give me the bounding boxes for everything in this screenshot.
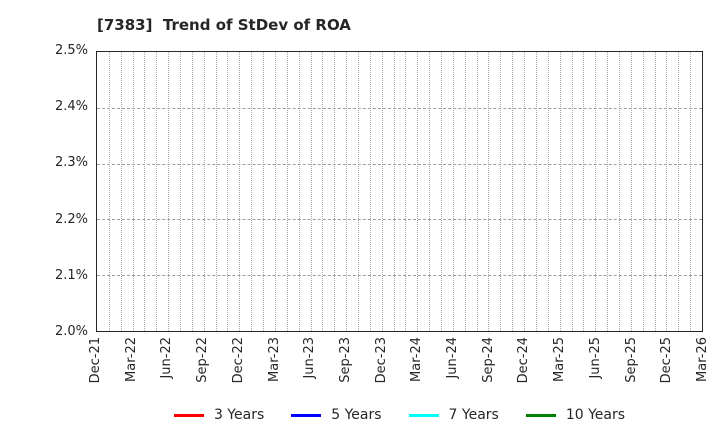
horizontal-gridline [97,219,702,221]
vertical-gridline [524,52,526,331]
x-tick-label: Sep-24 [480,337,496,383]
legend-label: 7 Years [448,407,499,423]
vertical-gridline [690,52,692,331]
legend-line-swatch [408,413,439,417]
legend-item-10-years: 10 Years [525,407,626,423]
vertical-gridline [405,52,407,331]
vertical-gridline [322,52,324,331]
x-tick-label: Dec-22 [230,337,246,384]
x-tick-label: Jun-22 [159,337,175,379]
vertical-gridline [346,52,348,331]
horizontal-gridline [97,275,702,277]
vertical-gridline [429,52,431,331]
y-tick-label: 2.1% [54,267,88,283]
vertical-gridline [559,52,561,331]
vertical-gridline [120,52,122,331]
x-tick-label: Jun-25 [587,337,603,379]
vertical-gridline [215,52,217,331]
vertical-gridline [191,52,193,331]
y-tick-label: 2.5% [54,43,88,58]
vertical-gridline [666,52,668,331]
legend-item-3-years: 3 Years [173,407,265,423]
x-tick-label: Sep-22 [195,337,211,383]
y-tick-label: 2.0% [54,324,88,339]
vertical-gridline [535,52,537,331]
x-tick-label: Mar-23 [266,337,282,382]
vertical-gridline [156,52,158,331]
x-tick-label: Jun-23 [302,337,318,379]
vertical-gridline [334,52,336,331]
vertical-gridline [251,52,253,331]
vertical-gridline [547,52,549,331]
vertical-gridline [452,52,454,331]
legend-label: 5 Years [331,407,382,423]
vertical-gridline [381,52,383,331]
y-tick-label: 2.2% [54,211,88,227]
vertical-gridline [108,52,110,331]
vertical-gridline [571,52,573,331]
vertical-gridline [203,52,205,331]
x-tick-label: Jun-24 [445,337,461,379]
vertical-gridline [618,52,620,331]
x-tick-label: Mar-24 [409,337,425,382]
x-tick-label: Dec-24 [516,337,532,384]
vertical-gridline [180,52,182,331]
vertical-gridline [168,52,170,331]
vertical-gridline [393,52,395,331]
chart-title: [7383] Trend of StDev of ROA [97,16,351,34]
vertical-gridline [595,52,597,331]
vertical-gridline [630,52,632,331]
vertical-gridline [488,52,490,331]
vertical-gridline [607,52,609,331]
x-tick-label: Sep-25 [623,337,639,383]
x-tick-label: Dec-21 [88,337,103,384]
vertical-gridline [357,52,359,331]
horizontal-gridline [97,107,702,109]
vertical-gridline [500,52,502,331]
vertical-gridline [227,52,229,331]
x-tick-label: Dec-23 [373,337,389,384]
vertical-gridline [654,52,656,331]
legend-line-swatch [291,413,322,417]
vertical-gridline [239,52,241,331]
vertical-gridline [274,52,276,331]
vertical-gridline [476,52,478,331]
vertical-gridline [583,52,585,331]
x-tick-label: Mar-22 [123,337,139,382]
legend-label: 3 Years [213,407,265,423]
vertical-gridline [464,52,466,331]
vertical-gridline [310,52,312,331]
y-tick-label: 2.4% [54,99,88,115]
legend: 3 Years 5 Years 7 Years 10 Years [96,404,703,426]
vertical-gridline [417,52,419,331]
vertical-gridline [132,52,134,331]
vertical-gridline [512,52,514,331]
legend-label: 10 Years [565,407,626,423]
horizontal-gridline [97,163,702,165]
legend-item-5-years: 5 Years [291,407,382,423]
x-tick-label: Mar-26 [695,337,710,382]
vertical-gridline [144,52,146,331]
x-tick-label: Sep-23 [337,337,353,383]
legend-line-swatch [525,413,556,417]
y-tick-label: 2.3% [54,155,88,171]
vertical-gridline [286,52,288,331]
vertical-gridline [298,52,300,331]
vertical-gridline [369,52,371,331]
vertical-gridline [678,52,680,331]
legend-item-7-years: 7 Years [408,407,499,423]
vertical-gridline [263,52,265,331]
plot-area [96,51,703,332]
x-tick-label: Dec-25 [659,337,675,384]
vertical-gridline [642,52,644,331]
x-tick-label: Mar-25 [552,337,568,382]
vertical-gridline [441,52,443,331]
legend-line-swatch [173,413,204,417]
